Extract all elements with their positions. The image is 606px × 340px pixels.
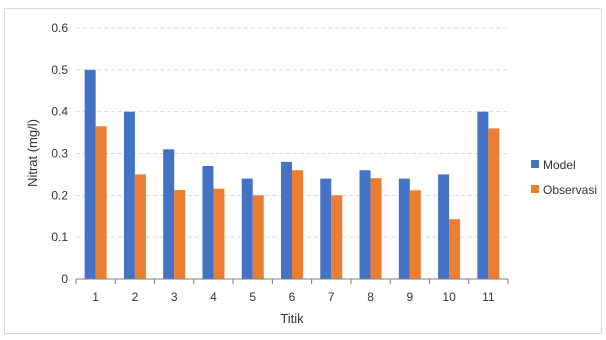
legend-label-model: Model [543,158,576,172]
bar-model-11 [477,111,489,280]
bar-observasi-2 [134,174,146,279]
y-tick-label: 0.3 [51,147,68,161]
axes [75,278,509,284]
bar-observasi-9 [409,190,421,279]
bar-model-5 [241,178,253,279]
bar-observasi-5 [252,195,264,279]
y-tick-labels: 0 0.1 0.2 0.3 0.4 0.5 0.6 [51,21,68,286]
bar-observasi-10 [449,219,461,279]
bar-model-2 [123,111,135,280]
bar-observasi-7 [331,195,343,279]
legend: Model Observasi [531,158,597,197]
x-tick-label: 2 [132,290,139,304]
x-tick-label: 8 [367,290,374,304]
x-tick-label: 4 [210,290,217,304]
bar-model-3 [163,149,175,279]
x-tick-label: 9 [406,290,413,304]
bar-observasi-4 [213,188,225,279]
gridlines [76,27,508,238]
bar-model-7 [320,178,332,279]
x-tick-label: 3 [171,290,178,304]
bars [84,69,500,280]
y-tick-label: 0.1 [51,230,68,244]
y-tick-label: 0.4 [51,105,68,119]
x-tick-label: 5 [249,290,256,304]
legend-swatch-observasi [531,185,539,193]
bar-model-1 [84,69,96,279]
y-tick-label: 0.6 [51,21,68,35]
legend-label-observasi: Observasi [543,183,597,197]
bar-observasi-11 [488,128,500,279]
y-tick-label: 0 [61,272,68,286]
x-tick-label: 1 [92,290,99,304]
bar-model-6 [281,161,292,279]
bar-observasi-3 [174,189,186,279]
x-tick-label: 11 [482,290,495,304]
bar-model-8 [359,170,371,279]
legend-swatch-model [531,160,539,168]
bar-model-10 [438,174,450,279]
x-axis-title: Titik [280,311,304,326]
x-tick-label: 6 [289,290,296,304]
bar-observasi-8 [370,178,382,279]
y-tick-label: 0.5 [51,63,68,77]
bar-observasi-6 [292,170,303,279]
y-axis-title: Nitrat (mg/l) [25,119,40,187]
bar-model-4 [202,166,214,279]
x-tick-label: 10 [442,290,456,304]
bar-observasi-1 [95,126,107,279]
x-tick-label: 7 [328,290,335,304]
bar-model-9 [398,178,410,279]
x-tick-labels: 1 2 3 4 5 6 7 8 9 10 11 [92,290,495,304]
y-tick-label: 0.2 [51,188,68,202]
